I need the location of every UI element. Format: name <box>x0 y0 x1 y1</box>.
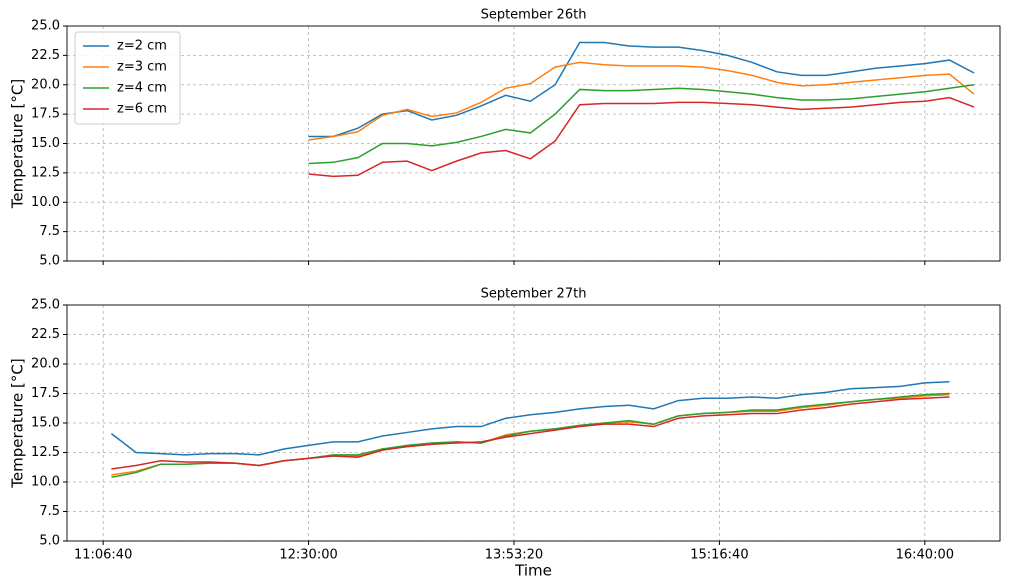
series-line <box>111 396 950 470</box>
y-tick-label: 20.0 <box>31 77 60 92</box>
legend-label: z=3 cm <box>117 60 167 75</box>
y-tick-label: 25.0 <box>31 298 60 313</box>
y-tick-label: 7.5 <box>39 224 60 239</box>
x-tick-label: 13:53:20 <box>485 548 543 563</box>
y-tick-label: 10.0 <box>31 475 60 490</box>
x-tick-label: 12:30:00 <box>279 548 337 563</box>
y-tick-label: 25.0 <box>31 19 60 34</box>
x-tick-label: 15:16:40 <box>690 548 748 563</box>
legend-label: z=2 cm <box>117 39 167 54</box>
legend-box <box>74 31 181 125</box>
legend-label: z=4 cm <box>117 81 167 96</box>
y-axis-label: Temperature [°C] <box>9 358 27 488</box>
series-line <box>110 380 950 456</box>
y-tick-label: 22.5 <box>31 48 60 63</box>
y-tick-label: 12.5 <box>31 445 60 460</box>
y-tick-label: 10.0 <box>31 195 60 210</box>
series-line <box>308 41 975 138</box>
series-line <box>308 61 975 141</box>
y-axis-label: Temperature [°C] <box>9 79 27 209</box>
y-tick-label: 20.0 <box>31 357 60 372</box>
y-tick-label: 15.0 <box>31 416 60 431</box>
y-tick-label: 22.5 <box>31 327 60 342</box>
y-tick-label: 17.5 <box>31 386 60 401</box>
y-tick-label: 7.5 <box>39 504 60 519</box>
y-tick-label: 5.0 <box>39 534 60 549</box>
x-tick-label: 11:06:40 <box>74 548 132 563</box>
chart-title: September 27th <box>481 287 587 302</box>
x-axis-label: Time <box>514 562 552 578</box>
y-tick-label: 17.5 <box>31 107 60 122</box>
series-line <box>308 96 975 178</box>
series-line <box>308 84 975 165</box>
plot-frame <box>66 25 1001 262</box>
chart-title: September 26th <box>481 8 587 23</box>
y-tick-label: 12.5 <box>31 165 60 180</box>
y-tick-label: 15.0 <box>31 136 60 151</box>
y-tick-label: 5.0 <box>39 254 60 269</box>
legend-label: z=6 cm <box>117 102 167 117</box>
x-tick-label: 16:40:00 <box>896 548 954 563</box>
plot-frame <box>66 304 1001 542</box>
